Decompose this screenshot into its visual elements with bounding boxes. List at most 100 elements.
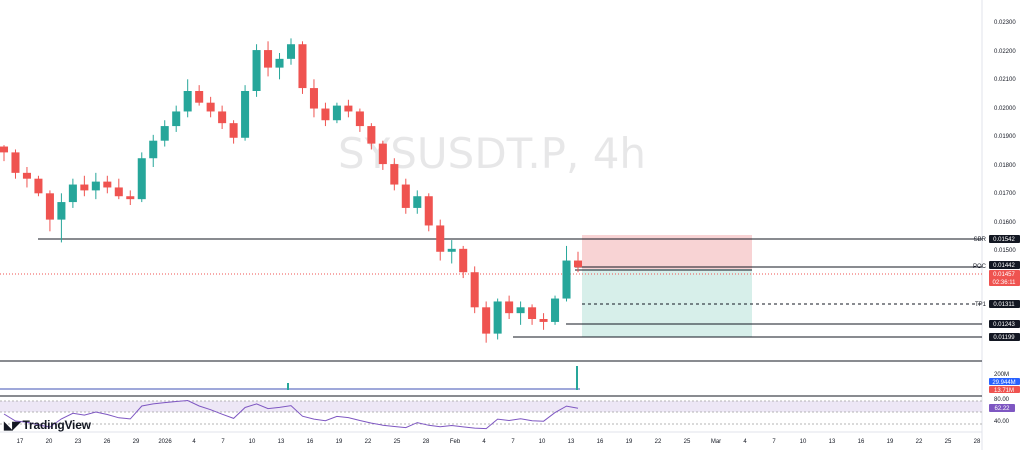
candle-body[interactable] [573,260,583,268]
candle-body[interactable] [45,193,54,220]
candle-body[interactable] [459,248,468,273]
candle-body[interactable] [332,105,341,121]
bar-countdown: 02:36:11 [993,280,1017,286]
time-tick: 25 [684,439,691,445]
volume-value-2: 13.71M [994,388,1014,394]
low-price-tag [989,333,1020,341]
candle-body[interactable] [321,108,330,121]
time-tick: 17 [17,439,24,445]
stop-loss-zone[interactable] [582,235,752,269]
volume-base [0,388,580,390]
candle-body[interactable] [355,111,364,127]
candle-body[interactable] [390,164,399,185]
time-tick: 7 [511,439,515,445]
candle-body[interactable] [103,181,112,188]
tradingview-logo[interactable]: ◣◤ TradingView [4,418,91,432]
candle-body[interactable] [447,248,456,252]
candle-body[interactable] [172,111,181,127]
time-tick: 16 [307,439,314,445]
candle-body[interactable] [0,146,9,153]
time-tick: 10 [249,439,256,445]
candle-body[interactable] [229,123,238,138]
candle-body[interactable] [436,225,445,252]
time-tick: 16 [858,439,865,445]
candle-body[interactable] [68,184,77,203]
candle-body[interactable] [160,126,169,141]
candle-body[interactable] [493,301,502,334]
candle-body[interactable] [206,102,215,112]
time-tick: 19 [626,439,633,445]
price-tick: 0.01500 [994,248,1016,254]
candle-body[interactable] [401,184,410,208]
candle-body[interactable] [539,319,548,322]
time-tick: 4 [192,439,196,445]
time-tick: 7 [772,439,776,445]
price-tick: 0.01600 [994,220,1016,226]
candle-body[interactable] [241,91,250,138]
candle-body[interactable] [482,307,491,334]
candle-body[interactable] [195,91,204,103]
last-price-tag [989,270,1020,286]
candle-body[interactable] [275,58,284,68]
price-axis[interactable]: 0.02300 0.02200 0.02100 0.02000 0.01900 … [994,20,1016,254]
rsi-upper-label: 80.00 [994,397,1010,403]
candle-body[interactable] [424,196,433,226]
time-tick: 22 [655,439,662,445]
candle-body[interactable] [183,91,192,112]
candle-body[interactable] [91,181,100,191]
time-axis[interactable]: 17 20 23 26 29 2026 4 7 10 13 16 19 22 25 28 Feb 4 7 10 13 1… [17,439,981,445]
time-tick: 13 [568,439,575,445]
candle-body[interactable] [505,301,514,314]
time-tick: 28 [423,439,430,445]
take-profit-zone[interactable] [582,269,752,337]
candle-body[interactable] [516,307,525,314]
candle-body[interactable] [11,152,20,173]
candle-body[interactable] [298,44,307,89]
candle-body[interactable] [57,202,66,220]
candle-body[interactable] [551,298,560,322]
price-tick: 0.01800 [994,163,1016,169]
price-tick: 0.01900 [994,134,1016,140]
volume-tag-1 [989,378,1020,385]
time-tick: 22 [916,439,923,445]
sbr-price: 0.01542 [993,237,1015,243]
low-price: 0.01199 [993,335,1015,341]
time-tick: 19 [336,439,343,445]
candle-body[interactable] [367,126,376,144]
time-tick: 7 [221,439,225,445]
candle-body[interactable] [344,105,353,112]
tp1-price-tag [989,300,1020,308]
candle-body[interactable] [22,172,31,179]
support-price: 0.01243 [993,322,1015,328]
time-tick: 10 [800,439,807,445]
candle-body[interactable] [470,272,479,308]
volume-pane [0,366,580,390]
time-tick: 13 [278,439,285,445]
time-tick: 19 [887,439,894,445]
candle-body[interactable] [80,184,89,191]
time-tick: 4 [482,439,486,445]
candle-body[interactable] [413,196,422,208]
time-tick: 28 [974,439,981,445]
time-tick: 23 [75,439,82,445]
candle-body[interactable] [218,111,227,124]
candle-body[interactable] [264,50,273,68]
symbol-watermark: SYSUSDT.P, 4h [338,129,646,178]
time-tick: 25 [394,439,401,445]
candle-body[interactable] [126,196,135,200]
candle-body[interactable] [562,260,571,299]
candle-body[interactable] [137,158,146,200]
candle-body[interactable] [309,88,318,109]
candle-body[interactable] [252,50,261,91]
candle-body[interactable] [114,187,123,197]
candle-body[interactable] [528,307,537,319]
time-tick: 10 [539,439,546,445]
candlestick-series[interactable] [0,38,583,343]
candle-body[interactable] [34,178,43,194]
candle-body[interactable] [378,143,387,165]
candle-body[interactable] [286,44,296,59]
time-tick: 26 [104,439,111,445]
candle-body[interactable] [149,140,158,159]
support-price-tag [989,320,1020,328]
